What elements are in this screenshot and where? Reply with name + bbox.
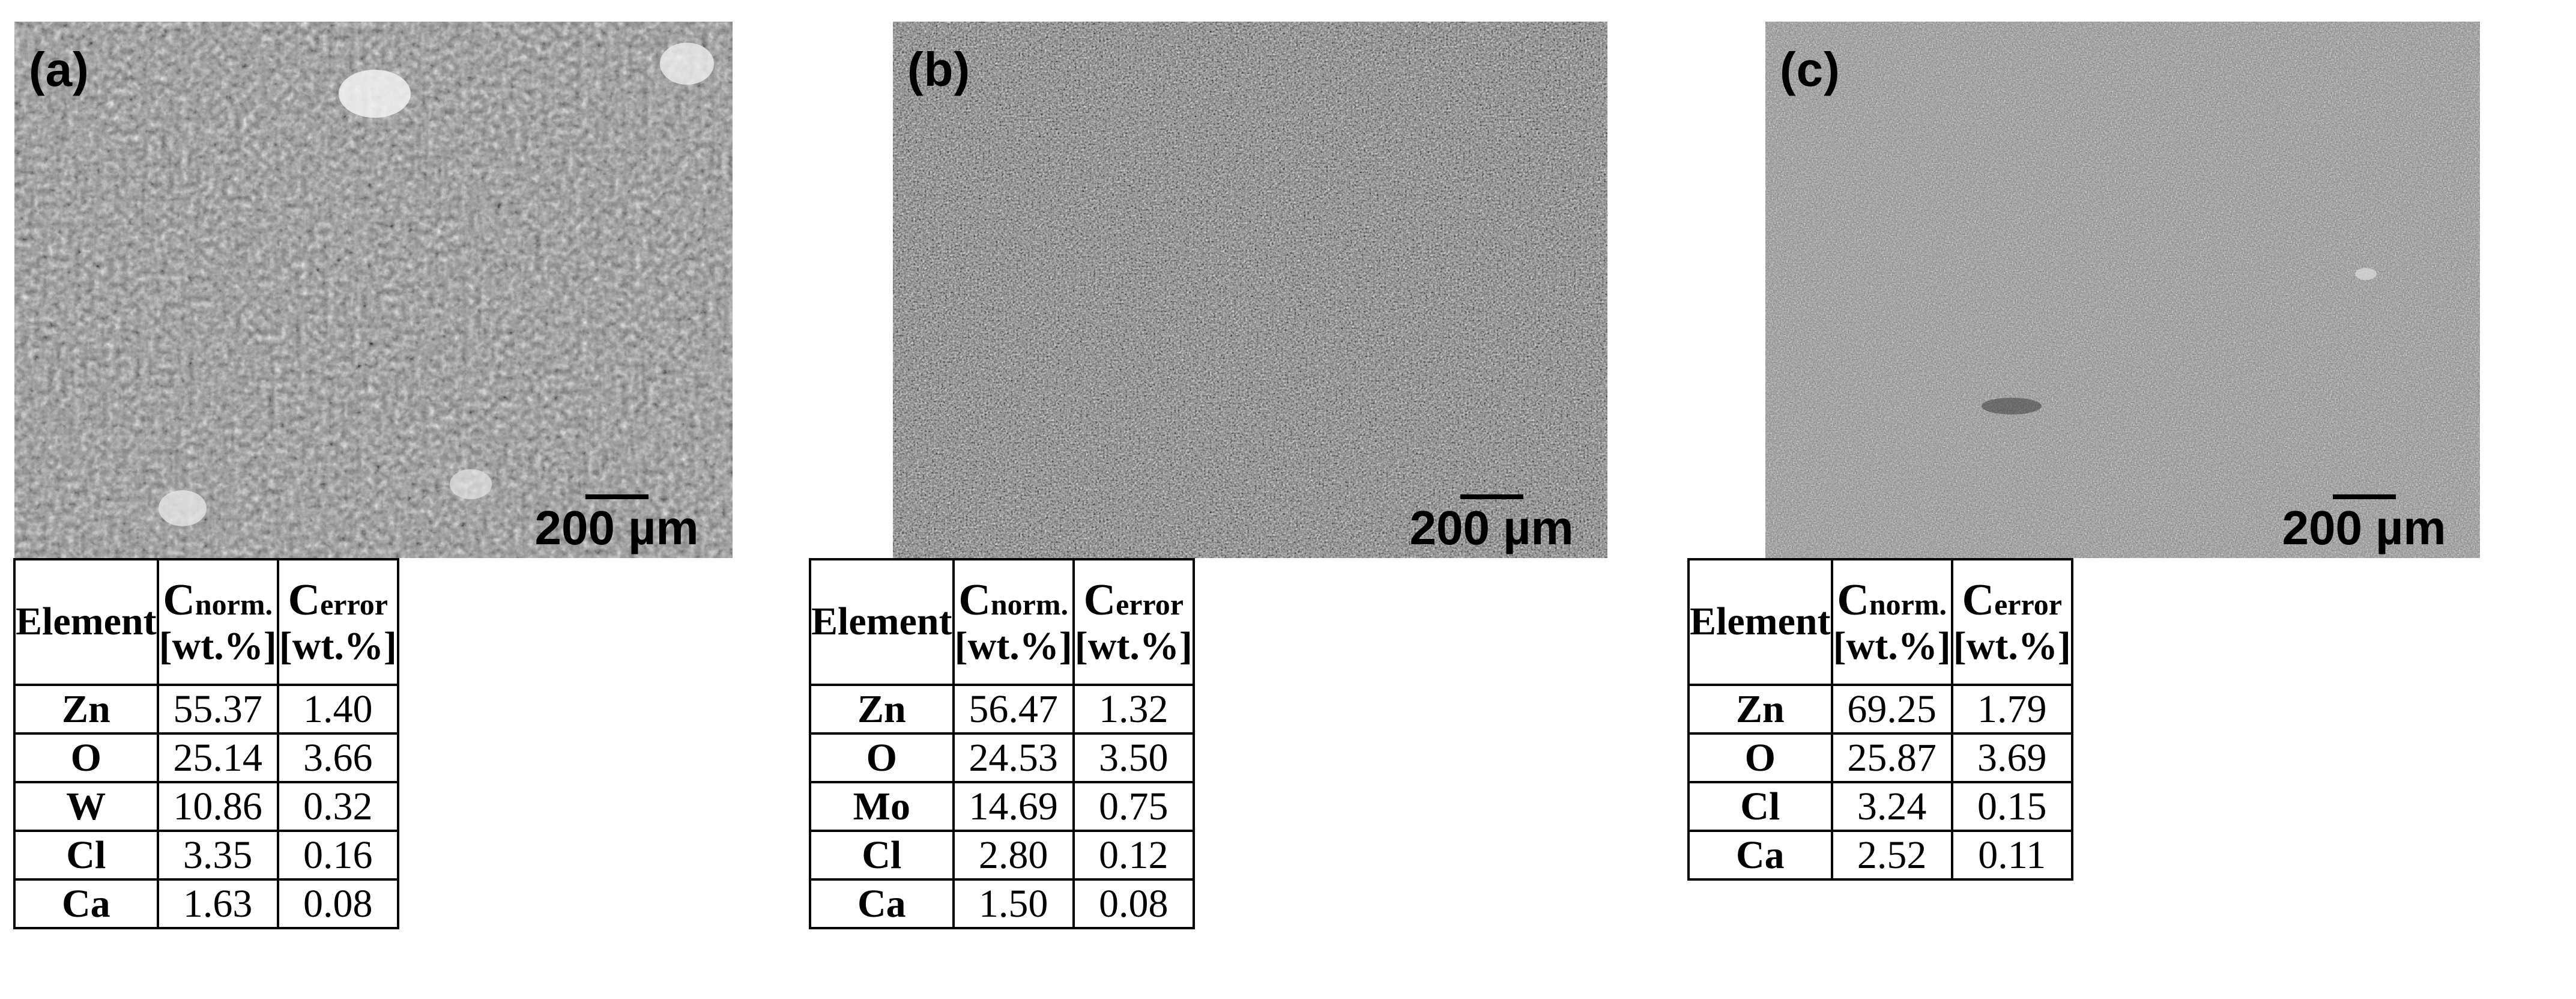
panel-label-c: (c) — [1780, 43, 1840, 96]
table-row: Cl 3.24 0.15 — [1687, 781, 2073, 832]
eds-table-a: Element Cnorm. [wt.%] Cerror [wt.%] Zn 55.3… — [13, 558, 399, 929]
sem-image-a — [14, 22, 733, 558]
table-row: Cl 2.80 0.12 — [809, 830, 1195, 881]
table-row: Ca 1.50 0.08 — [809, 878, 1195, 929]
element-cell: Cl — [13, 830, 159, 881]
table-row: W 10.86 0.32 — [13, 781, 399, 832]
element-cell: Zn — [809, 684, 955, 735]
c-error-cell: 0.12 — [1072, 830, 1195, 881]
element-cell: Cl — [809, 830, 955, 881]
table-row: Ca 1.63 0.08 — [13, 878, 399, 929]
c-norm-cell: 55.37 — [156, 684, 279, 735]
c-error-cell: 1.32 — [1072, 684, 1195, 735]
element-cell: Zn — [13, 684, 159, 735]
element-cell: O — [809, 732, 955, 783]
table-row: Ca 2.52 0.11 — [1687, 830, 2073, 881]
c-error-cell: 3.50 — [1072, 732, 1195, 783]
c-norm-cell: 2.80 — [952, 830, 1075, 881]
element-cell: Cl — [1687, 781, 1833, 832]
header-c-norm: Cnorm. [wt.%] — [156, 558, 279, 686]
header-c-norm: Cnorm. [wt.%] — [1830, 558, 1953, 686]
scale-bar-c: 200 µm — [2277, 494, 2451, 552]
c-error-cell: 0.11 — [1950, 830, 2073, 881]
element-cell: Mo — [809, 781, 955, 832]
c-norm-cell: 3.35 — [156, 830, 279, 881]
table-header-row: Element Cnorm. [wt.%] Cerror [wt.%] — [809, 558, 1195, 686]
scale-bar-line-b — [1460, 494, 1523, 499]
table-header-row: Element Cnorm. [wt.%] Cerror [wt.%] — [13, 558, 399, 686]
table-row: Zn 69.25 1.79 — [1687, 684, 2073, 735]
element-cell: O — [1687, 732, 1833, 783]
sem-image-c — [1765, 22, 2480, 558]
c-norm-cell: 1.63 — [156, 878, 279, 929]
scale-bar-label-a: 200 µm — [534, 501, 699, 554]
panel-label-a: (a) — [29, 43, 89, 96]
c-error-cell: 3.66 — [276, 732, 399, 783]
table-row: Cl 3.35 0.16 — [13, 830, 399, 881]
sem-micrograph-c: (c) 200 µm — [1765, 22, 2480, 558]
table-row: O 25.14 3.66 — [13, 732, 399, 783]
scale-bar-label-c: 200 µm — [2282, 501, 2446, 554]
c-error-cell: 0.08 — [1072, 878, 1195, 929]
header-element: Element — [1687, 558, 1833, 686]
sem-micrograph-a: (a) 200 µm — [14, 22, 733, 558]
c-norm-cell: 25.14 — [156, 732, 279, 783]
element-cell: O — [13, 732, 159, 783]
c-error-cell: 0.16 — [276, 830, 399, 881]
scale-bar-b: 200 µm — [1404, 494, 1579, 552]
element-cell: Ca — [13, 878, 159, 929]
c-norm-cell: 25.87 — [1830, 732, 1953, 783]
table-row: O 25.87 3.69 — [1687, 732, 2073, 783]
table-row: Zn 56.47 1.32 — [809, 684, 1195, 735]
header-element: Element — [809, 558, 955, 686]
c-norm-cell: 69.25 — [1830, 684, 1953, 735]
c-norm-cell: 14.69 — [952, 781, 1075, 832]
element-cell: W — [13, 781, 159, 832]
c-error-cell: 0.08 — [276, 878, 399, 929]
header-c-error: Cerror [wt.%] — [1072, 558, 1195, 686]
scale-bar-label-b: 200 µm — [1409, 501, 1574, 554]
scale-bar-a: 200 µm — [530, 494, 704, 552]
scale-bar-line-c — [2332, 494, 2396, 499]
table-row: Mo 14.69 0.75 — [809, 781, 1195, 832]
header-element: Element — [13, 558, 159, 686]
c-error-cell: 3.69 — [1950, 732, 2073, 783]
eds-table-c: Element Cnorm. [wt.%] Cerror [wt.%] Zn 69.2… — [1687, 558, 2073, 881]
sem-image-b — [893, 22, 1607, 558]
table-row: O 24.53 3.50 — [809, 732, 1195, 783]
scale-bar-line-a — [585, 494, 649, 499]
sem-micrograph-b: (b) 200 µm — [893, 22, 1607, 558]
c-norm-cell: 2.52 — [1830, 830, 1953, 881]
c-error-cell: 0.32 — [276, 781, 399, 832]
c-error-cell: 0.75 — [1072, 781, 1195, 832]
c-error-cell: 0.15 — [1950, 781, 2073, 832]
header-c-error: Cerror [wt.%] — [1950, 558, 2073, 686]
c-error-cell: 1.40 — [276, 684, 399, 735]
element-cell: Ca — [809, 878, 955, 929]
c-norm-cell: 10.86 — [156, 781, 279, 832]
panel-label-b: (b) — [907, 43, 971, 96]
header-c-norm: Cnorm. [wt.%] — [952, 558, 1075, 686]
header-c-error: Cerror [wt.%] — [276, 558, 399, 686]
element-cell: Zn — [1687, 684, 1833, 735]
c-norm-cell: 24.53 — [952, 732, 1075, 783]
c-norm-cell: 3.24 — [1830, 781, 1953, 832]
table-header-row: Element Cnorm. [wt.%] Cerror [wt.%] — [1687, 558, 2073, 686]
element-cell: Ca — [1687, 830, 1833, 881]
c-error-cell: 1.79 — [1950, 684, 2073, 735]
table-row: Zn 55.37 1.40 — [13, 684, 399, 735]
eds-table-b: Element Cnorm. [wt.%] Cerror [wt.%] Zn 56.4… — [809, 558, 1195, 929]
c-norm-cell: 56.47 — [952, 684, 1075, 735]
c-norm-cell: 1.50 — [952, 878, 1075, 929]
